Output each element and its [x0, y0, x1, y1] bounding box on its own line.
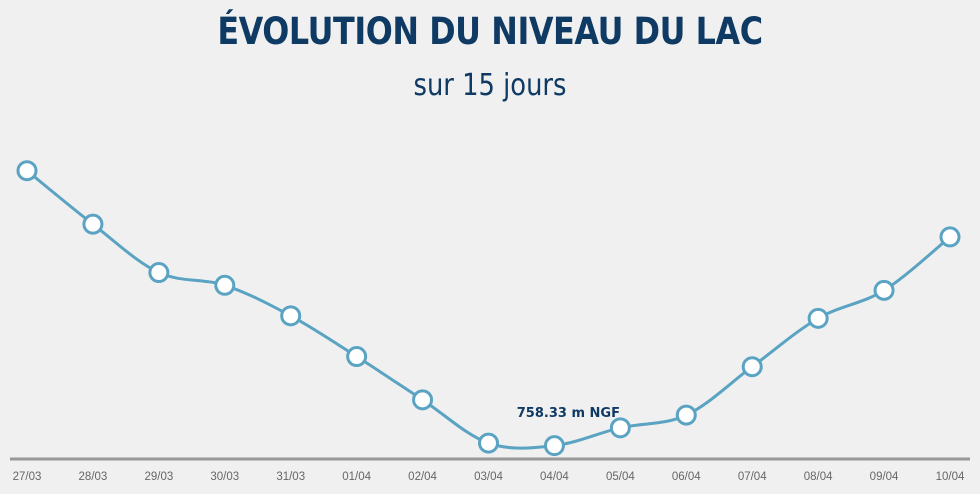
x-tick-label: 31/03 [276, 471, 305, 483]
x-tick-label: 05/04 [606, 471, 635, 483]
x-tick-label: 29/03 [144, 471, 173, 483]
x-tick-labels: 27/03 28/03 29/03 30/03 31/03 01/04 02/04 03/04… [13, 471, 965, 483]
x-tick-label: 30/03 [210, 471, 239, 483]
data-point [939, 226, 961, 248]
data-point [412, 389, 434, 411]
data-label: 758.33 m NGF [517, 406, 620, 421]
data-point [346, 346, 368, 368]
x-tick-label: 10/04 [936, 471, 965, 483]
chart-title: ÉVOLUTION DU NIVEAU DU LAC [217, 10, 763, 53]
data-point [16, 160, 38, 182]
x-tick-label: 08/04 [804, 471, 833, 483]
chart-subtitle: sur 15 jours [413, 68, 567, 103]
x-tick-label: 07/04 [738, 471, 767, 483]
x-tick-label: 09/04 [870, 471, 899, 483]
data-point [280, 305, 302, 327]
data-point [478, 432, 499, 454]
data-point [873, 279, 895, 301]
x-tick-label: 28/03 [79, 471, 108, 483]
x-tick-label: 27/03 [13, 471, 42, 483]
x-tick-label: 03/04 [474, 471, 503, 483]
annotations: 758.33 m NGF [517, 406, 620, 421]
data-point [675, 404, 697, 426]
x-tick-label: 02/04 [408, 471, 437, 483]
data-point [609, 417, 631, 439]
data-point [807, 307, 829, 329]
data-point [82, 213, 104, 235]
series-line [26, 169, 951, 450]
data-point [741, 356, 763, 378]
x-tick-label: 04/04 [540, 471, 569, 483]
data-point [148, 262, 170, 284]
x-tick-label: 01/04 [342, 471, 371, 483]
data-point [214, 274, 236, 296]
data-point [543, 435, 565, 457]
data-points [16, 160, 961, 457]
x-tick-label: 06/04 [672, 471, 701, 483]
